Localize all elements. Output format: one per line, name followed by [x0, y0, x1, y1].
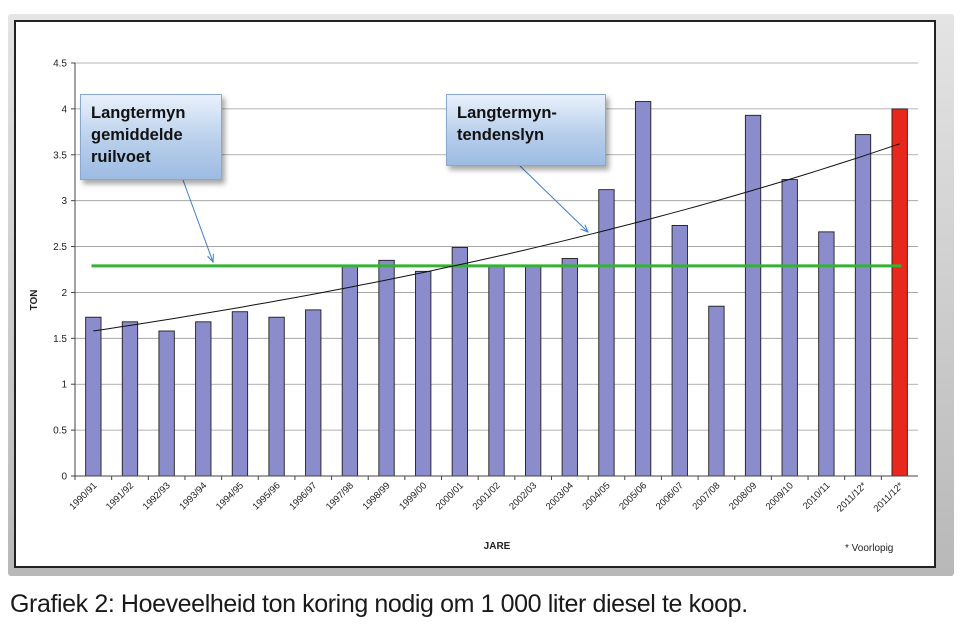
bar-14 — [598, 189, 615, 477]
bar-15 — [634, 101, 652, 477]
x-tick-label-14: 2004/05 — [581, 480, 613, 512]
x-tick-label-12: 2002/03 — [507, 480, 539, 512]
overlay-lines — [91, 143, 902, 332]
callout-left-line-2: gemiddelde — [91, 126, 183, 144]
bar-8 — [378, 259, 395, 477]
arrow-trend-head — [580, 224, 589, 233]
bar-21 — [854, 134, 872, 477]
bar-4 — [231, 311, 249, 477]
bar-11 — [488, 265, 505, 477]
x-tick-label-21: 2011/12* — [835, 480, 869, 514]
bar-1 — [121, 321, 139, 477]
callout-trend-line: Langtermyn- tendenslyn — [446, 94, 606, 166]
bar-6 — [305, 309, 322, 477]
y-tick-label-4: 2 — [61, 288, 67, 299]
y-tick-label-9: 4.5 — [53, 59, 67, 70]
x-tick-label-3: 1993/94 — [177, 480, 209, 512]
y-tick-label-0: 0 — [61, 472, 67, 483]
footnote: * Voorlopig — [845, 543, 893, 554]
callout-left-line-3: ruilvoet — [91, 148, 151, 166]
x-tick-label-5: 1995/96 — [251, 480, 283, 512]
x-tick-label-8: 1998/99 — [361, 480, 393, 512]
x-tick-label-15: 2005/06 — [617, 480, 649, 512]
x-tick-label-11: 2001/02 — [471, 480, 503, 512]
x-axis-label: JARE — [484, 541, 511, 552]
bars — [85, 101, 908, 477]
x-tick-label-16: 2006/07 — [654, 480, 686, 512]
callout-arrows — [182, 165, 589, 264]
trend-line — [93, 143, 900, 332]
bar-3 — [195, 321, 212, 477]
x-tick-label-13: 2003/04 — [544, 480, 576, 512]
x-tick-label-19: 2009/10 — [764, 480, 796, 512]
y-tick-label-6: 3 — [61, 196, 67, 207]
bar-5 — [268, 316, 285, 477]
x-tick-label-6: 1996/97 — [287, 480, 319, 512]
y-tick-label-7: 3.5 — [53, 150, 67, 161]
y-tick-label-2: 1 — [61, 380, 67, 391]
arrow-trend — [519, 165, 589, 233]
y-axis-label: TON — [29, 290, 40, 311]
bar-0 — [85, 316, 102, 477]
bar-22 — [891, 108, 908, 477]
x-tick-label-7: 1997/98 — [324, 480, 356, 512]
x-tick-label-4: 1994/95 — [214, 480, 246, 512]
bar-2 — [158, 330, 175, 477]
figure-caption: Grafiek 2: Hoeveelheid ton koring nodig … — [10, 590, 748, 618]
x-tick-label-0: 1990/91 — [67, 480, 99, 512]
bar-19 — [781, 179, 798, 477]
bar-18 — [744, 114, 762, 477]
callout-left-line-1: Langtermyn — [91, 104, 186, 122]
bar-17 — [708, 305, 725, 477]
y-tick-label-8: 4 — [61, 104, 67, 115]
arrow-average-head — [207, 253, 214, 264]
bar-13 — [561, 258, 578, 477]
callout-right-line-2: tendenslyn — [457, 126, 545, 144]
y-tick-label-3: 1.5 — [53, 334, 67, 345]
callout-average-rate: Langtermyn gemiddelde ruilvoet — [80, 94, 222, 180]
x-tick-label-2: 1992/93 — [141, 480, 173, 512]
x-tick-label-20: 2010/11 — [801, 480, 833, 512]
x-tick-label-18: 2008/09 — [727, 480, 759, 512]
y-tick-label-5: 2.5 — [53, 242, 67, 253]
x-tick-label-22: 2011/12* — [872, 480, 906, 514]
bar-7 — [341, 265, 359, 477]
bar-9 — [415, 270, 432, 477]
arrow-average — [182, 179, 214, 263]
y-tick-label-1: 0.5 — [53, 426, 67, 437]
bar-10 — [451, 247, 468, 477]
x-tick-label-10: 2000/01 — [434, 480, 466, 512]
bar-12 — [525, 265, 542, 477]
callout-right-line-1: Langtermyn- — [457, 104, 557, 122]
x-tick-label-17: 2007/08 — [690, 480, 722, 512]
x-tick-label-1: 1991/92 — [104, 480, 136, 512]
x-tick-label-9: 1999/00 — [397, 480, 429, 512]
